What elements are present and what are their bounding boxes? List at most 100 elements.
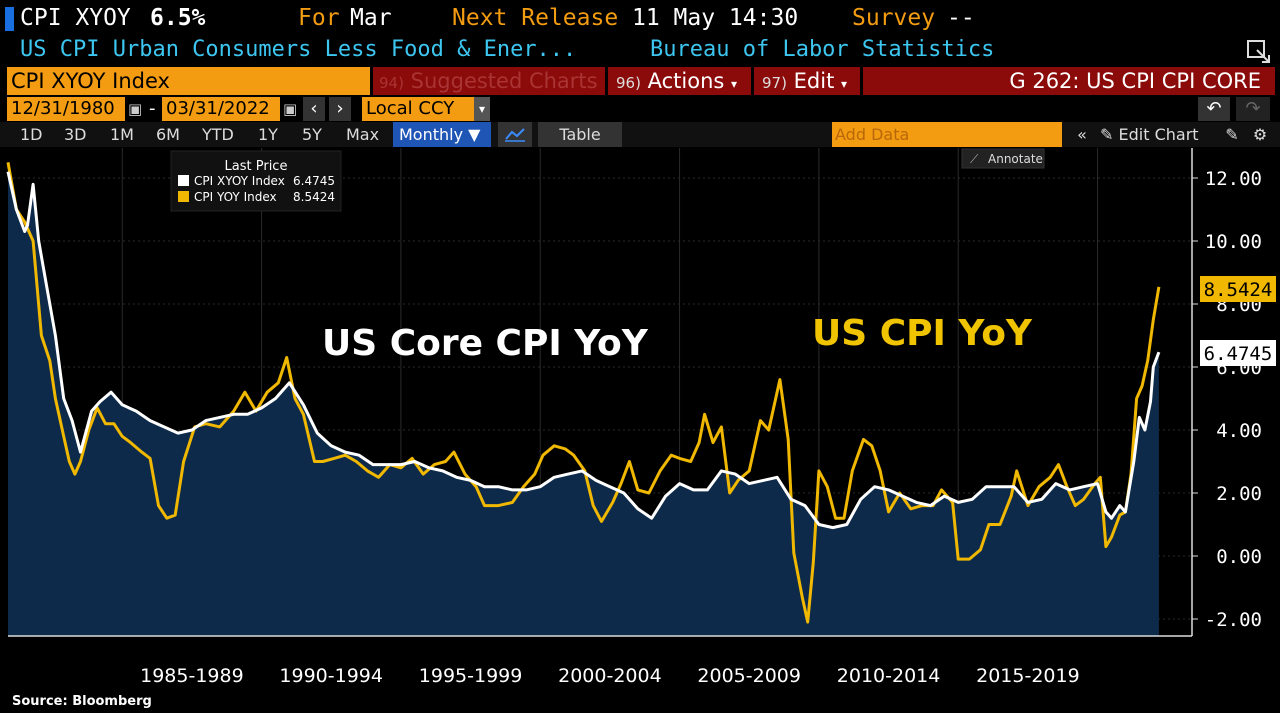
headline-tag-bg bbox=[1200, 276, 1276, 302]
period-1d[interactable]: 1D bbox=[20, 125, 43, 144]
last-value-tag-headline: 8.5424 bbox=[1200, 276, 1276, 302]
period-ytd[interactable]: YTD bbox=[202, 125, 234, 144]
edit-menu[interactable]: 97) Edit ▾ bbox=[754, 67, 860, 95]
suggested-charts-number: 94) bbox=[379, 74, 404, 92]
actions-label: Actions bbox=[647, 69, 725, 93]
source-organization: Bureau of Labor Statistics bbox=[650, 37, 995, 62]
core-cpi-line bbox=[6, 171, 1161, 530]
edit-chart-button[interactable]: ✎ Edit Chart bbox=[1100, 122, 1199, 147]
header-row: CPI XYOY 6.5% For Mar Next Release 11 Ma… bbox=[0, 0, 1280, 36]
edit-number: 97) bbox=[762, 74, 787, 92]
pencil-icon: ⟋ bbox=[970, 152, 979, 166]
gear-icon[interactable]: ⚙ bbox=[1252, 125, 1268, 144]
ticker-value: 6.5% bbox=[150, 5, 206, 31]
chart-axes bbox=[8, 148, 1193, 637]
pencil-icon: ✎ bbox=[1100, 125, 1114, 144]
y-tick-label: 10.00 bbox=[1205, 231, 1262, 253]
add-data-input[interactable]: Add Data bbox=[832, 122, 1062, 147]
period-5y[interactable]: 5Y bbox=[302, 125, 322, 144]
frequency-select[interactable]: Monthly ▼ bbox=[393, 122, 491, 147]
survey-label: Survey bbox=[852, 5, 936, 31]
for-value: Mar bbox=[350, 5, 392, 31]
annotate-label: Annotate bbox=[988, 152, 1043, 166]
x-tick-label: 2005-2009 bbox=[697, 665, 801, 687]
x-tick-label: 1995-1999 bbox=[419, 665, 523, 687]
period-max[interactable]: Max bbox=[346, 125, 380, 144]
edit-chart-label: Edit Chart bbox=[1118, 125, 1199, 144]
chevron-down-icon: ▾ bbox=[841, 77, 848, 91]
legend-name-core: CPI XYOY Index bbox=[194, 174, 285, 188]
x-tick-label: 2010-2014 bbox=[837, 665, 941, 687]
period-1y[interactable]: 1Y bbox=[258, 125, 278, 144]
security-field[interactable]: CPI XYOY Index bbox=[7, 67, 370, 95]
y-tick-label: -2.00 bbox=[1205, 609, 1262, 631]
chevron-left-icon[interactable]: ‹ bbox=[303, 97, 325, 121]
core-cpi-annotation: US Core CPI YoY bbox=[322, 323, 649, 364]
last-value-tag-core: 6.4745 bbox=[1200, 340, 1276, 366]
undo-icon[interactable]: ↶ bbox=[1198, 97, 1230, 121]
description-row: US CPI Urban Consumers Less Food & Ener.… bbox=[0, 34, 1280, 66]
popout-icon[interactable] bbox=[1245, 38, 1273, 64]
x-tick-label: 2015-2019 bbox=[976, 665, 1080, 687]
legend-swatch-core bbox=[178, 175, 189, 186]
next-release-label: Next Release bbox=[452, 5, 619, 31]
legend: Last Price CPI XYOY Index 6.4745 CPI YOY… bbox=[170, 150, 342, 212]
x-tick-label: 1990-1994 bbox=[279, 665, 383, 687]
security-description: US CPI Urban Consumers Less Food & Ener.… bbox=[20, 37, 577, 62]
toolbar: 1D 3D 1M 6M YTD 1Y 5Y Max Monthly ▼ Tabl… bbox=[0, 122, 1280, 147]
y-tick-label: 4.00 bbox=[1216, 420, 1262, 442]
legend-name-headline: CPI YOY Index bbox=[194, 190, 277, 204]
period-3d[interactable]: 3D bbox=[64, 125, 87, 144]
date-bar: 12/31/1980 ▣ - 03/31/2022 ▣ ‹ › Local CC… bbox=[0, 97, 1280, 121]
suggested-charts-menu[interactable]: 94) Suggested Charts bbox=[373, 67, 605, 95]
collapse-icon[interactable]: « bbox=[1077, 125, 1087, 144]
survey-value: -- bbox=[947, 5, 975, 31]
chevron-down-icon: ▾ bbox=[731, 77, 738, 91]
ticker-marker bbox=[5, 7, 14, 31]
page-title: G 262: US CPI CPI CORE bbox=[863, 67, 1275, 95]
headline-cpi-annotation: US CPI YoY bbox=[812, 313, 1033, 354]
end-date-input[interactable]: 03/31/2022 bbox=[162, 97, 280, 121]
for-label: For bbox=[298, 5, 340, 31]
core-cpi-area bbox=[8, 171, 1159, 636]
chevron-down-icon[interactable]: ▾ bbox=[474, 97, 490, 121]
source-footer: Source: Bloomberg bbox=[12, 694, 152, 709]
annotate-button[interactable]: ⟋ Annotate bbox=[961, 148, 1045, 169]
ticker[interactable]: CPI XYOY bbox=[20, 5, 131, 31]
calendar-icon[interactable]: ▣ bbox=[128, 100, 143, 118]
legend-box bbox=[170, 150, 342, 212]
y-tick-label: 12.00 bbox=[1205, 168, 1262, 190]
legend-value-headline: 8.5424 bbox=[293, 190, 335, 204]
core-tag-bg bbox=[1200, 340, 1276, 366]
period-1m[interactable]: 1M bbox=[110, 125, 134, 144]
command-bar: CPI XYOY Index 94) Suggested Charts 96) … bbox=[0, 67, 1280, 95]
actions-menu[interactable]: 96) Actions ▾ bbox=[608, 67, 751, 95]
y-tick-label: 0.00 bbox=[1216, 546, 1262, 568]
headline-cpi-line bbox=[6, 162, 1161, 624]
legend-value-core: 6.4745 bbox=[293, 174, 335, 188]
date-separator: - bbox=[149, 98, 156, 119]
next-release-value: 11 May 14:30 bbox=[632, 5, 799, 31]
redo-icon[interactable]: ↷ bbox=[1236, 97, 1270, 121]
legend-swatch-headline bbox=[178, 191, 189, 202]
currency-select[interactable]: Local CCY bbox=[362, 97, 474, 121]
x-tick-label: 1985-1989 bbox=[140, 665, 244, 687]
actions-number: 96) bbox=[616, 74, 641, 92]
frequency-label: Monthly bbox=[399, 125, 464, 144]
core-last-value: 6.4745 bbox=[1204, 343, 1273, 365]
table-button[interactable]: Table bbox=[538, 122, 622, 147]
period-6m[interactable]: 6M bbox=[156, 125, 180, 144]
start-date-input[interactable]: 12/31/1980 bbox=[7, 97, 125, 121]
pencil-icon[interactable]: ✎ bbox=[1225, 125, 1239, 144]
edit-label: Edit bbox=[793, 69, 835, 93]
calendar-icon[interactable]: ▣ bbox=[283, 100, 298, 118]
legend-title: Last Price bbox=[225, 159, 288, 174]
chevron-right-icon[interactable]: › bbox=[329, 97, 351, 121]
headline-last-value: 8.5424 bbox=[1204, 279, 1273, 301]
x-axis-labels: 1985-1989 1990-1994 1995-1999 2000-2004 2005… bbox=[140, 665, 1080, 687]
suggested-charts-label: Suggested Charts bbox=[410, 69, 598, 93]
line-chart-icon[interactable] bbox=[498, 122, 532, 147]
y-tick-label: 2.00 bbox=[1216, 483, 1262, 505]
